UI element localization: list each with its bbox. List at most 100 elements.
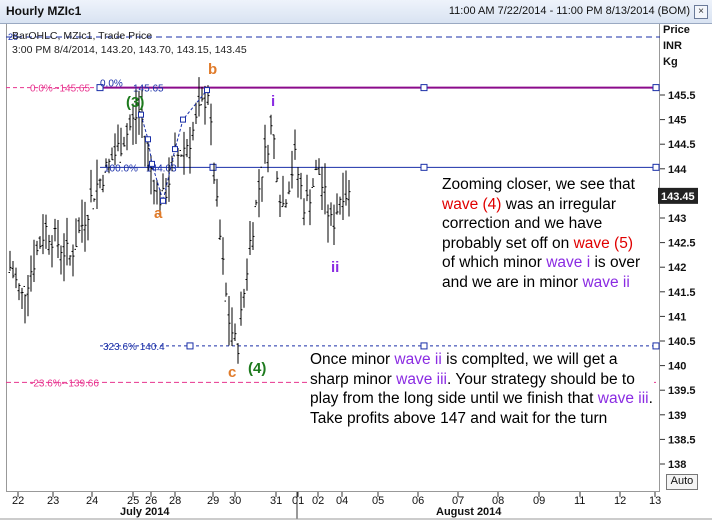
y-tick-label: 143 (668, 213, 686, 225)
y-tick-label: 139.5 (668, 385, 696, 397)
fib-100-label: 100.0% (104, 163, 138, 174)
annot2-part2: is complted, we will get a sharp minor (310, 351, 618, 388)
fib-handle (420, 84, 428, 92)
fib-handle (209, 163, 217, 171)
fib-handle (96, 84, 104, 92)
y-axis-title: Price INR Kg (663, 22, 690, 70)
last-price-tag (658, 187, 698, 204)
fib-100-value-label: 144.03 (146, 163, 177, 174)
x-tick-label: 04 (336, 495, 348, 507)
wave-handle (149, 160, 155, 167)
y-tick-label: 144 (668, 164, 687, 176)
x-tick-label: 05 (372, 495, 384, 507)
wave-a-label: a (154, 205, 163, 222)
fib-handle (652, 84, 660, 92)
wave-handle (160, 197, 166, 204)
annot1-wave-ii: wave ii (582, 273, 630, 291)
annot2-wave-iii-2: wave iii (597, 390, 649, 407)
fib-0-left-label: 0.0%--145.65 (30, 84, 90, 95)
date-range: 11:00 AM 7/22/2014 - 11:00 PM 8/13/2014 … (448, 5, 690, 17)
fib-handle (652, 342, 660, 350)
fib-handle (420, 163, 428, 171)
annot2-part4: . Take profits above 147 and wait for th… (310, 390, 653, 427)
y-axis-title-price: Price (663, 24, 690, 36)
window-title: Hourly MZIc1 (6, 4, 82, 18)
y-tick-label: 145.5 (668, 90, 696, 102)
x-tick-label: 30 (229, 495, 241, 507)
x-tick-label: 02 (312, 495, 324, 507)
annot1-part3: of which minor (442, 254, 547, 271)
y-tick-label: 142.5 (668, 238, 696, 250)
wave-4-label: (4) (248, 360, 266, 377)
annot1-part2: was an irregular correction and we have … (442, 195, 617, 252)
annot2-part1: Once minor (310, 351, 395, 368)
fib-handle (652, 163, 660, 171)
wave-handle (145, 136, 151, 143)
x-tick-label: 25 (127, 495, 139, 507)
x-tick-label: 31 (270, 495, 282, 507)
top-marker-label: 26 (8, 32, 18, 42)
series-info-line1: BarOHLC, MZIc1, Trade Price (12, 30, 153, 42)
x-tick-label: 29 (207, 495, 219, 507)
y-tick-label: 140.5 (668, 336, 696, 348)
y-tick-label: 141.5 (668, 287, 696, 299)
y-tick-label: 142 (668, 262, 686, 274)
series-info-line2: 3:00 PM 8/4/2014, 143.20, 143.70, 143.15… (12, 44, 247, 56)
annot1-wave-4: wave (4) (442, 195, 502, 213)
annot2-part3: . Your strategy should be to play from t… (310, 370, 635, 408)
wave-i-label: i (271, 93, 275, 110)
fib-0-value-label: 145.65 (133, 84, 164, 95)
y-tick-label: 139 (668, 410, 686, 422)
y-tick-label: 141 (668, 311, 686, 323)
x-tick-label: 01 (292, 495, 304, 507)
fib-323-label: 323.6% 140.4 (103, 342, 165, 353)
y-axis-title-currency: INR (663, 40, 682, 52)
x-tick-label: 26 (145, 495, 157, 507)
wave-handle (138, 111, 144, 118)
month-label-july: July 2014 (120, 506, 170, 518)
y-tick-label: 138 (668, 459, 686, 471)
annot1-wave-i: wave i (546, 254, 591, 271)
fib-handle (186, 342, 194, 350)
auto-scale-button[interactable]: Auto (666, 474, 698, 490)
last-price-tag-label: 143.45 (661, 191, 695, 203)
wave-ii-label: ii (331, 259, 339, 276)
wave-c-label: c (228, 364, 236, 381)
x-tick-label: 24 (86, 495, 98, 507)
annot1-part1: Zooming closer, we see that (442, 176, 635, 193)
x-tick-label: 22 (12, 495, 24, 507)
wave-b-label: b (208, 61, 217, 78)
x-tick-label: 28 (169, 495, 181, 507)
title-bar: Hourly MZIc1 11:00 AM 7/22/2014 - 11:00 … (0, 0, 712, 24)
month-label-august: August 2014 (436, 506, 502, 518)
annotation-text-2: Once minor wave ii is complted, we will … (310, 350, 654, 428)
wave-3-label: (3) (126, 94, 144, 111)
y-tick-label: 140 (668, 361, 686, 373)
close-button[interactable]: × (694, 5, 708, 19)
annotation-text-1: Zooming closer, we see that wave (4) was… (442, 175, 648, 292)
x-tick-label: 23 (47, 495, 59, 507)
wave-handle (172, 146, 178, 153)
x-tick-label: 08 (492, 495, 504, 507)
annot1-part4: is over and we are in minor (442, 254, 641, 291)
x-tick-label: 06 (412, 495, 424, 507)
series-info: BarOHLC, MZIc1, Trade Price 3:00 PM 8/4/… (12, 29, 247, 57)
fib-handle (420, 342, 428, 350)
y-tick-label: 145 (668, 115, 686, 127)
x-tick-label: 09 (533, 495, 545, 507)
wave-handle (204, 87, 210, 94)
annot2-wave-ii: wave ii (394, 351, 442, 368)
y-axis-title-unit: Kg (663, 56, 678, 68)
x-tick-label: 12 (614, 495, 626, 507)
fib-0-mid-label: 0.0% (100, 79, 123, 90)
x-tick-label: 07 (452, 495, 464, 507)
y-tick-label: 144.5 (668, 139, 696, 151)
annot1-wave-5: wave (5) (573, 234, 633, 252)
x-tick-label: 11 (574, 495, 585, 507)
annot2-wave-iii: wave iii (396, 370, 447, 388)
wave-handle (180, 116, 186, 123)
fib-neg-label: -23.6%--139.66 (30, 378, 99, 389)
y-tick-label: 138.5 (668, 434, 696, 446)
x-tick-label: 13 (649, 495, 661, 507)
